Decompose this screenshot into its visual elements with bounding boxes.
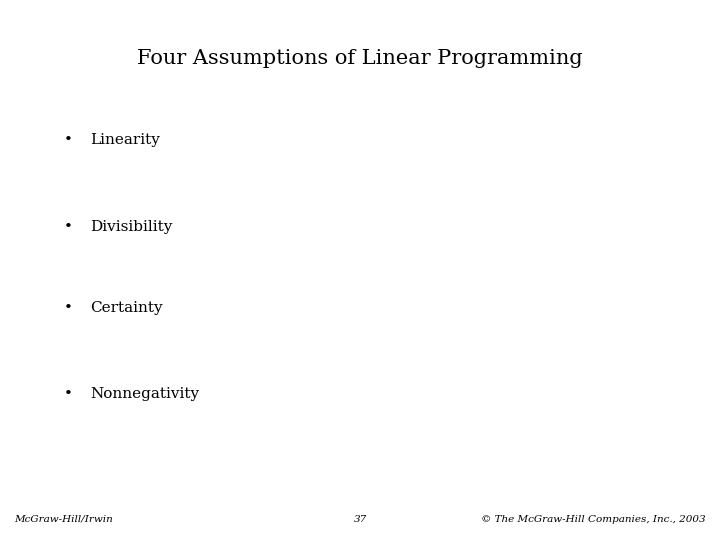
Text: © The McGraw-Hill Companies, Inc., 2003: © The McGraw-Hill Companies, Inc., 2003 — [481, 515, 706, 524]
Text: Linearity: Linearity — [90, 133, 160, 147]
Text: •: • — [64, 133, 73, 147]
Text: Divisibility: Divisibility — [90, 220, 172, 234]
Text: •: • — [64, 220, 73, 234]
Text: Four Assumptions of Linear Programming: Four Assumptions of Linear Programming — [138, 49, 582, 68]
Text: 37: 37 — [354, 515, 366, 524]
Text: McGraw-Hill/Irwin: McGraw-Hill/Irwin — [14, 515, 113, 524]
Text: Certainty: Certainty — [90, 301, 163, 315]
Text: •: • — [64, 387, 73, 401]
Text: •: • — [64, 301, 73, 315]
Text: Nonnegativity: Nonnegativity — [90, 387, 199, 401]
